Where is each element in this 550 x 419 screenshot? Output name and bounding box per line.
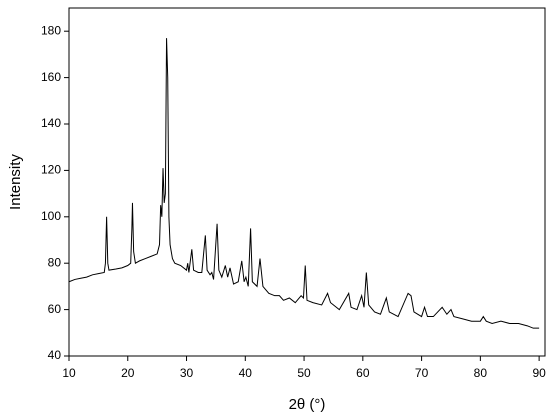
y-tick-label: 160 <box>41 70 61 84</box>
y-tick-label: 60 <box>48 302 62 316</box>
y-tick-label: 180 <box>41 23 61 37</box>
x-axis-title: 2θ (°) <box>289 396 326 413</box>
x-tick-label: 70 <box>415 366 429 380</box>
plot-frame <box>68 7 546 357</box>
data-line <box>68 38 540 329</box>
y-tick-label: 40 <box>48 348 62 362</box>
y-tick-label: 100 <box>41 209 61 223</box>
x-tick-label: 30 <box>180 366 194 380</box>
y-axis-title: Intensity <box>7 154 24 210</box>
y-tick-label: 80 <box>48 255 62 269</box>
x-tick-label: 10 <box>62 366 76 380</box>
y-tick-label: 120 <box>41 163 61 177</box>
x-tick-label: 80 <box>474 366 488 380</box>
x-tick-label: 20 <box>121 366 135 380</box>
x-tick-label: 90 <box>532 366 546 380</box>
x-tick-label: 40 <box>239 366 253 380</box>
y-tick-label: 140 <box>41 116 61 130</box>
x-tick-label: 60 <box>356 366 370 380</box>
x-tick-label: 50 <box>297 366 311 380</box>
